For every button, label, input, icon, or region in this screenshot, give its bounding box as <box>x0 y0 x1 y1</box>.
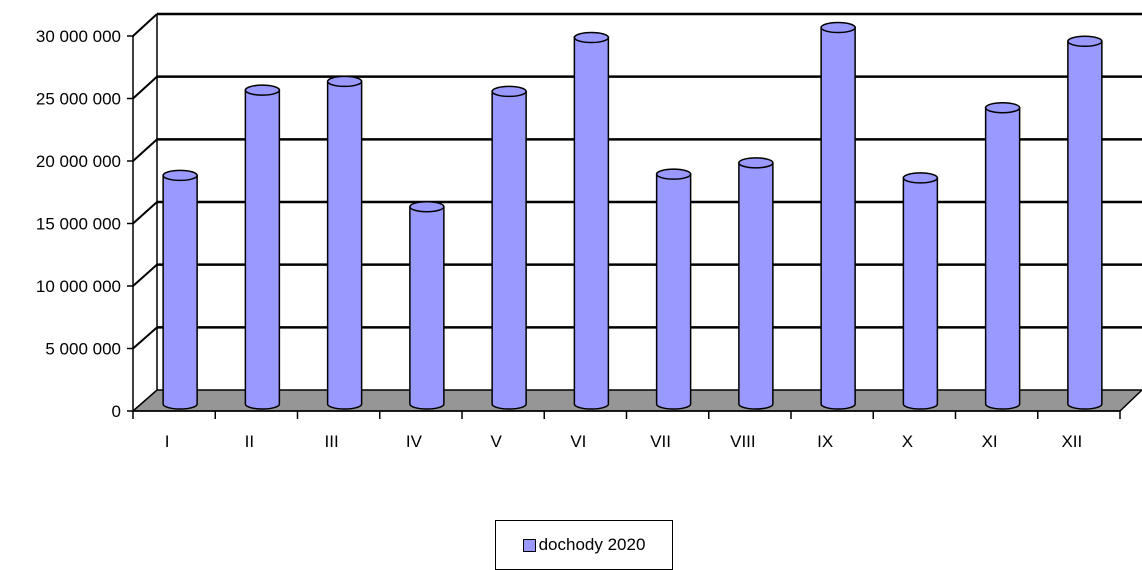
x-tick-label: II <box>245 432 254 451</box>
bar-top <box>162 169 198 182</box>
bar <box>326 75 363 410</box>
bar-top <box>738 157 774 169</box>
bar <box>244 84 281 410</box>
bar-body <box>491 90 527 410</box>
gridline-side <box>132 13 158 37</box>
bar-top <box>326 75 363 88</box>
bar-top <box>655 168 692 180</box>
bar-top <box>409 200 445 213</box>
bar <box>655 168 692 410</box>
bar-body <box>738 162 774 410</box>
x-tick-label: VII <box>650 432 671 451</box>
bar <box>984 101 1021 410</box>
x-tick-label: XI <box>982 432 998 451</box>
gridline-side <box>132 263 158 287</box>
bar <box>162 169 198 410</box>
bar-body <box>820 26 856 410</box>
bar <box>1067 35 1103 410</box>
gridline-side <box>132 75 158 100</box>
y-tick-label: 5 000 000 <box>45 340 121 359</box>
bar-top <box>984 101 1021 114</box>
bar-body <box>573 36 610 410</box>
bar-body <box>326 80 363 410</box>
x-tick-label: IX <box>817 432 833 451</box>
bar-top <box>244 84 281 96</box>
legend: dochody 2020 <box>495 520 673 570</box>
bar <box>573 31 610 410</box>
gridline-side <box>132 201 158 225</box>
bar-body <box>1067 40 1103 410</box>
x-tick-label: IV <box>406 432 423 451</box>
bar-body <box>409 205 445 410</box>
gridline-side <box>132 138 158 162</box>
axes <box>127 14 1121 419</box>
bar-body <box>162 174 198 410</box>
gridlines <box>132 12 1142 350</box>
bar <box>491 85 527 410</box>
bar-top <box>491 85 527 98</box>
bar <box>738 157 774 410</box>
bar <box>902 172 939 410</box>
y-tick-label: 25 000 000 <box>36 90 121 109</box>
legend-label: dochody 2020 <box>538 535 646 554</box>
bar-body <box>244 89 281 410</box>
bar-body <box>902 177 939 410</box>
y-tick-label: 15 000 000 <box>36 215 121 234</box>
bar-body <box>655 173 692 410</box>
legend-swatch <box>522 538 536 552</box>
x-tick-label: I <box>165 432 170 451</box>
x-tick-label: XII <box>1061 432 1082 451</box>
y-tick-label: 30 000 000 <box>36 27 121 46</box>
tick-labels: 0 5 000 000 10 000 000 15 000 000 20 000 000… <box>36 27 1082 451</box>
x-tick-label: VIII <box>730 432 756 451</box>
y-tick-label: 10 000 000 <box>36 277 121 296</box>
x-tick-label: V <box>490 432 502 451</box>
bar <box>820 21 856 410</box>
x-tick-label: III <box>325 432 339 451</box>
y-tick-label: 20 000 000 <box>36 152 121 171</box>
x-tick-label: VI <box>570 432 586 451</box>
x-tick-label: X <box>902 432 913 451</box>
bar <box>409 200 445 410</box>
bar-body <box>984 106 1021 410</box>
gridline-side <box>132 326 158 350</box>
bars <box>162 21 1103 410</box>
bar-top <box>1067 35 1103 48</box>
bar-top <box>573 31 610 44</box>
y-tick-label: 0 <box>112 402 121 421</box>
bar-top <box>902 172 939 184</box>
bar-top <box>820 21 856 34</box>
